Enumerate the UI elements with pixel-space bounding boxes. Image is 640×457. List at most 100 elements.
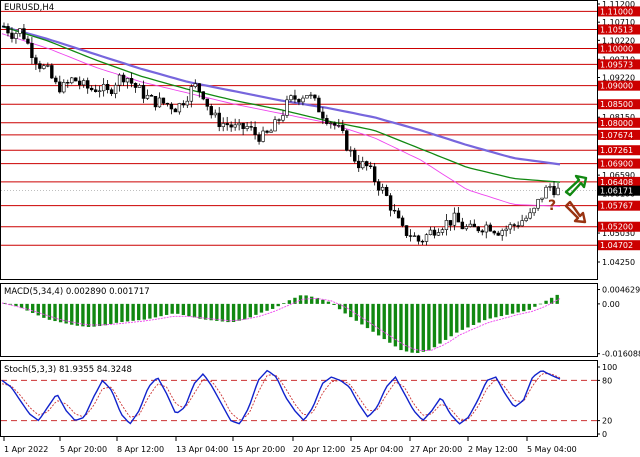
candle-body: [384, 186, 389, 196]
macd-bar: [64, 303, 68, 324]
macd-bar: [75, 303, 80, 326]
price-level-label: 1.07674: [600, 131, 633, 140]
candle-body: [161, 97, 166, 104]
candle-body: [177, 103, 182, 113]
macd-bar: [443, 303, 448, 340]
candle-body: [121, 74, 126, 83]
macd-bar: [259, 303, 264, 313]
macd-bar: [310, 296, 314, 304]
candle-body: [217, 112, 221, 128]
macd-bar: [86, 303, 91, 327]
price-level-badge: [598, 99, 640, 110]
moving-averages: [1, 25, 561, 207]
price-tick-label: 1.09220: [602, 74, 635, 83]
macd-bar: [125, 303, 130, 322]
macd-bar: [109, 303, 113, 325]
candle-body: [444, 220, 449, 230]
candle-body: [66, 82, 70, 84]
price-level-label: 1.05767: [600, 202, 633, 211]
macd-bar: [499, 303, 504, 317]
macd-bar: [159, 303, 163, 317]
stoch-title: Stoch(5,3,3) 81.9355 84.3248: [4, 365, 132, 375]
price-tick-label: 1.10220: [602, 36, 635, 45]
macd-bar: [388, 303, 392, 343]
macd-bar: [371, 303, 375, 332]
macd-bar: [276, 303, 280, 307]
candle-body: [125, 78, 130, 83]
candle-body: [460, 221, 465, 230]
price-level-label: 1.04702: [600, 241, 633, 250]
candle-body: [89, 87, 94, 91]
candle-body: [85, 80, 90, 89]
candle-body: [74, 77, 78, 82]
candle-body: [400, 217, 405, 226]
stoch-panel-frame: [0, 360, 598, 437]
macd-bar: [354, 303, 359, 321]
macd-bar: [376, 303, 381, 336]
candle-body: [6, 26, 10, 34]
macd-bar: [522, 303, 526, 312]
macd-bar: [287, 300, 292, 304]
price-level-badge: [598, 43, 640, 54]
candle-body: [165, 102, 170, 105]
macd-bar: [14, 303, 18, 307]
moving-average-line: [1, 25, 561, 166]
candle-body: [472, 223, 477, 228]
candle-body: [137, 85, 142, 88]
candle-body: [376, 181, 381, 191]
macd-bar: [516, 303, 520, 313]
candle-body: [301, 97, 305, 103]
macd-bar: [231, 303, 236, 322]
candle-body: [193, 83, 198, 87]
price-level-label: 1.07261: [600, 146, 633, 155]
macd-bar: [220, 303, 225, 322]
macd-bar: [176, 303, 180, 314]
candle-body: [241, 122, 245, 129]
candle-body: [225, 123, 229, 126]
macd-bar: [343, 303, 347, 314]
price-level-label: 1.08000: [600, 119, 633, 128]
macd-bar: [215, 303, 219, 321]
candle-body: [504, 228, 508, 231]
price-level-badge: [598, 24, 640, 35]
chart-title: EURUSD,H4: [4, 3, 54, 13]
candle-body: [372, 166, 377, 182]
macd-bar: [337, 303, 342, 310]
candle-body: [432, 229, 437, 236]
candle-body: [500, 230, 504, 236]
time-tick-label: 20 Apr 12:00: [293, 445, 345, 454]
candle-body: [149, 94, 154, 97]
stoch-signal-line: [1, 373, 561, 421]
macd-bar: [8, 303, 13, 305]
candle-body: [357, 160, 361, 169]
candle-body: [105, 83, 110, 91]
stoch-tick-label: 100: [602, 363, 617, 372]
candle-body: [512, 224, 516, 226]
macd-bar: [449, 303, 453, 337]
candle-body: [544, 186, 548, 199]
candle-body: [245, 126, 249, 129]
macd-bar: [505, 303, 509, 315]
price-tick-label: 1.10710: [602, 18, 635, 27]
macd-bar: [53, 303, 57, 322]
candle-body: [58, 81, 62, 93]
macd-bar: [315, 297, 319, 304]
level-labels: 1.11000 1.10513 1.10000 1.09573 1.09000 1.085…: [598, 6, 640, 251]
time-tick-label: 25 Apr 04:00: [351, 445, 403, 454]
candles: [2, 22, 560, 246]
candle-body: [313, 94, 317, 99]
price-level-label: 1.09573: [600, 60, 633, 69]
price-level-badge: [598, 59, 640, 70]
candle-body: [173, 108, 178, 113]
time-axis: 1 Apr 2022 5 Apr 20:00 8 Apr 12:00 13 Apr 0…: [3, 437, 577, 454]
candle-body: [145, 94, 150, 99]
price-level-label: 1.09000: [600, 82, 633, 91]
macd-bar: [42, 303, 46, 318]
macd-bar: [298, 295, 303, 304]
candle-body: [181, 103, 186, 106]
candle-body: [141, 85, 146, 99]
candle-body: [197, 83, 201, 92]
macd-bar: [153, 303, 158, 318]
macd-bar: [482, 303, 487, 321]
